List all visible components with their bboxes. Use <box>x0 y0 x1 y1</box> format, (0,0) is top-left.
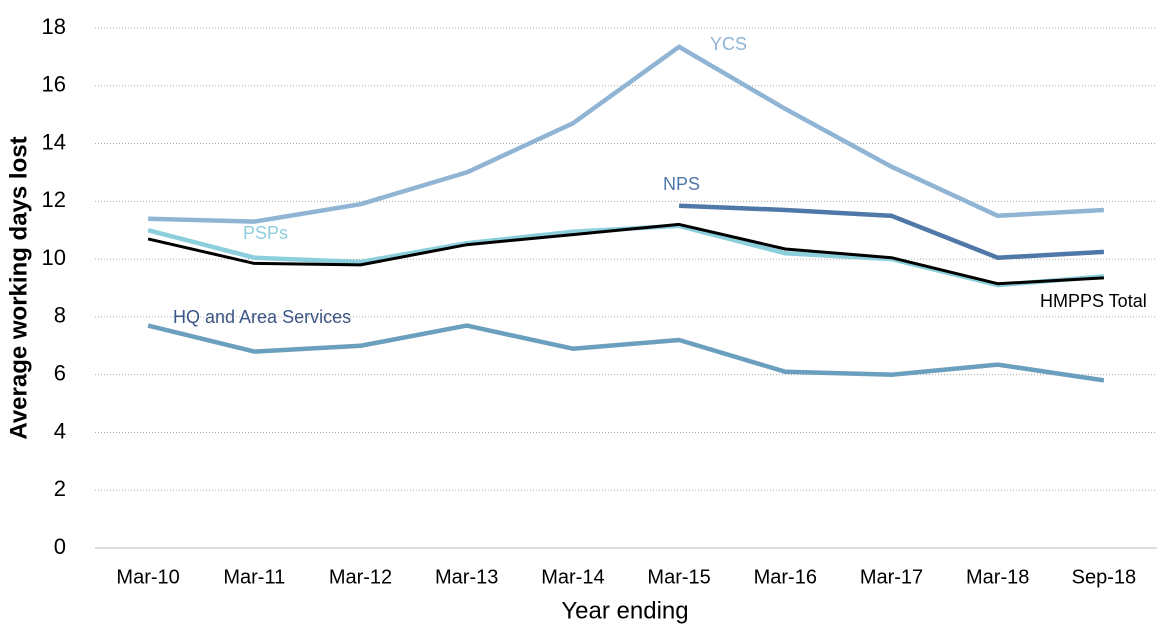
x-tick-label: Mar-15 <box>647 566 710 588</box>
x-tick-label: Mar-13 <box>435 566 498 588</box>
y-tick-label: 8 <box>54 303 66 328</box>
series-label: HMPPS Total <box>1040 291 1147 311</box>
y-tick-label: 12 <box>42 187 66 212</box>
y-tick-label: 16 <box>42 72 66 97</box>
x-tick-label: Sep-18 <box>1072 566 1137 588</box>
y-tick-label: 6 <box>54 360 66 385</box>
series-line <box>147 222 1104 286</box>
series-label: HQ and Area Services <box>173 307 351 327</box>
y-tick-label: 0 <box>54 534 66 559</box>
x-tick-label: Mar-18 <box>966 566 1029 588</box>
y-tick-label: 18 <box>42 14 66 39</box>
x-tick-label: Mar-12 <box>329 566 392 588</box>
x-tick-label: Mar-11 <box>223 566 285 588</box>
x-tick-label: Mar-14 <box>541 566 604 588</box>
y-tick-label: 4 <box>54 418 66 443</box>
series-line <box>148 44 1105 224</box>
y-tick-label: 2 <box>54 476 66 501</box>
series-line <box>147 323 1105 383</box>
x-tick-label: Mar-16 <box>754 566 817 588</box>
y-axis-title: Average working days lost <box>5 136 32 439</box>
series-label: YCS <box>710 34 747 54</box>
x-tick-label: Mar-10 <box>116 566 179 588</box>
series-label: NPS <box>663 174 700 194</box>
series-line <box>679 203 1105 260</box>
series-label: PSPs <box>243 223 288 243</box>
x-axis-title: Year ending <box>561 597 688 624</box>
x-tick-label: Mar-17 <box>860 566 923 588</box>
y-tick-label: 10 <box>42 245 66 270</box>
y-tick-label: 14 <box>42 129 66 154</box>
series-line <box>147 223 1105 288</box>
